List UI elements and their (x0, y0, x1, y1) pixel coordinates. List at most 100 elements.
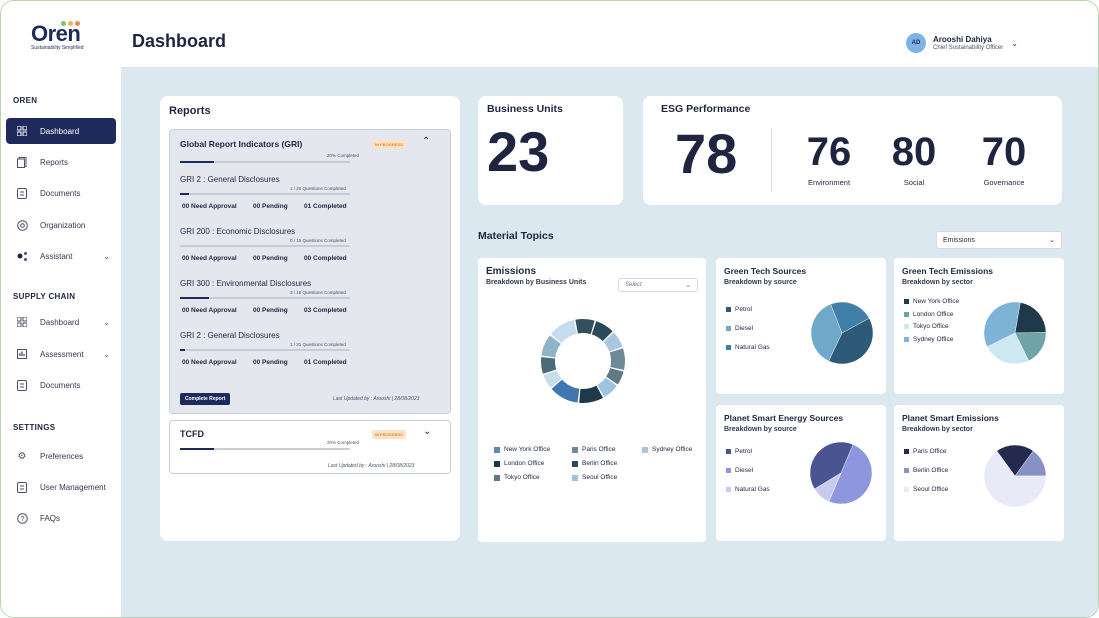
gri-progress-text: 20% Completed (327, 153, 360, 158)
governance-score: 70 (981, 130, 1027, 174)
completed-count: 03 Completed (304, 307, 347, 314)
legend-item: Seoul Office (572, 474, 617, 481)
chart-subtitle: Breakdown by source (724, 279, 797, 286)
help-icon: ? (16, 512, 28, 524)
legend-label: Diesel (735, 325, 754, 332)
sidebar-item-assistant[interactable]: Assistant ⌄ (6, 243, 116, 269)
sidebar-item-assessment[interactable]: Assessment ⌄ (6, 341, 116, 367)
user-name: Arooshi Dahiya (933, 35, 992, 44)
green-tech-emissions-card: Green Tech Emissions Breakdown by sector… (894, 258, 1064, 394)
sidebar-item-dashboard[interactable]: Dashboard (6, 118, 116, 144)
esg-environment: 76 Environment (793, 132, 865, 187)
social-label: Social (903, 178, 925, 187)
chevron-down-icon: ⌄ (103, 349, 110, 359)
grid-icon (16, 316, 28, 328)
donut-slice (543, 370, 562, 388)
sidebar-item-label: Assistant (40, 251, 73, 261)
legend-swatch (904, 311, 909, 317)
chevron-down-icon[interactable]: ⌄ (423, 426, 432, 437)
reports-card: Reports Global Report Indicators (GRI) I… (160, 96, 460, 541)
legend-label: Tokyo Office (504, 474, 540, 481)
sidebar-item-user-management[interactable]: User Management (6, 474, 116, 500)
sidebar-item-supply-dashboard[interactable]: Dashboard ⌄ (6, 309, 116, 335)
social-score: 80 (891, 130, 937, 174)
esg-governance: 70 Governance (969, 132, 1039, 187)
sidebar-item-label: Preferences (40, 451, 84, 461)
progress-fill (180, 448, 214, 450)
chevron-down-icon: ⌄ (1011, 38, 1018, 48)
user-menu[interactable]: AD Arooshi Dahiya Chief Sustainability O… (906, 33, 1018, 53)
logo-dots (61, 21, 80, 26)
legend-label: London Office (913, 310, 954, 318)
gri-section-progress (180, 245, 350, 247)
legend-swatch (904, 449, 909, 454)
legend-item: New York Office (904, 298, 959, 305)
pie-slice (983, 450, 1047, 508)
documents-icon (16, 379, 28, 391)
status-badge: IN PROGRESS (372, 430, 406, 439)
avatar: AD (906, 33, 926, 53)
progress-fill (180, 193, 189, 195)
tcfd-last-updated: Last Updated by : Arooshi | 28/08/2023 (328, 463, 415, 469)
logo-wordmark: Oren (31, 21, 81, 46)
chart-subtitle: Breakdown by source (724, 426, 797, 433)
sidebar-item-faqs[interactable]: ? FAQs (6, 505, 116, 531)
gri-section: GRI 300 : Environmental Disclosures 3 / … (180, 279, 445, 327)
pie-slice (996, 444, 1034, 477)
legend-swatch (904, 299, 909, 304)
complete-report-button[interactable]: Complete Report (180, 393, 231, 405)
user-info: Arooshi Dahiya Chief Sustainability Offi… (933, 35, 1003, 51)
main-content: Reports Global Report Indicators (GRI) I… (121, 67, 1098, 617)
gri-section-questions: 0 / 15 Questions Completed (290, 238, 346, 243)
sidebar-item-preferences[interactable]: ⚙ Preferences (6, 443, 116, 469)
pie-slice (828, 444, 873, 505)
legend-label: Berlin Office (582, 460, 618, 467)
grid-icon (16, 125, 28, 137)
reports-title: Reports (169, 105, 211, 117)
esg-title: ESG Performance (661, 103, 751, 115)
gri-section-title: GRI 2 : General Disclosures (180, 175, 280, 184)
green-tech-sources-card: Green Tech Sources Breakdown by source P… (716, 258, 886, 394)
need-approval-count: 00 Need Approval (182, 255, 237, 262)
completed-count: 00 Completed (304, 255, 347, 262)
legend-item: London Office (904, 311, 953, 318)
environment-label: Environment (807, 178, 851, 187)
material-topics-dropdown[interactable]: Emissions ⌄ (936, 231, 1062, 249)
legend-item: Natural Gas (726, 344, 770, 351)
pending-count: 00 Pending (253, 255, 288, 262)
legend-label: Sydney Office (652, 446, 693, 453)
legend-label: Sydney Office (913, 335, 954, 343)
assessment-icon (16, 348, 28, 360)
legend-swatch (904, 336, 909, 342)
sidebar-item-supply-documents[interactable]: Documents (6, 372, 116, 398)
legend-label: New York Office (913, 298, 960, 305)
planet-smart-emissions-pie (983, 444, 1047, 508)
gri-section-progress (180, 297, 350, 299)
chevron-up-icon[interactable]: ⌃ (422, 136, 431, 147)
legend-swatch (904, 487, 909, 492)
gear-icon: ⚙ (17, 450, 27, 462)
sidebar-item-documents[interactable]: Documents (6, 180, 116, 206)
esg-performance-card: ESG Performance 78 76 Environment 80 Soc… (643, 96, 1062, 205)
chart-subtitle: Breakdown by sector (902, 426, 973, 433)
chart-title: Green Tech Sources (724, 266, 807, 276)
legend-swatch (494, 460, 500, 467)
chart-title: Green Tech Emissions (902, 266, 994, 276)
material-topics-title: Material Topics (478, 230, 554, 242)
donut-slice (597, 377, 617, 398)
sidebar-item-label: Reports (40, 157, 69, 167)
environment-score: 76 (806, 130, 852, 174)
sidebar-item-organization[interactable]: Organization (6, 212, 116, 238)
business-unit-select[interactable]: Select ⌄ (618, 278, 698, 292)
legend-item: Petrol (726, 448, 752, 455)
pie-slice (814, 472, 842, 502)
legend-item: Berlin Office (904, 467, 948, 474)
page-title: Dashboard (132, 31, 227, 51)
sidebar-item-label: Dashboard (40, 317, 80, 327)
progress-fill (180, 297, 209, 299)
legend-item: Tokyo Office (494, 474, 540, 481)
legend-swatch (726, 487, 731, 492)
completed-count: 01 Completed (304, 359, 347, 366)
sidebar-item-reports[interactable]: Reports (6, 149, 116, 175)
planet-smart-emissions-card: Planet Smart Emissions Breakdown by sect… (894, 405, 1064, 541)
